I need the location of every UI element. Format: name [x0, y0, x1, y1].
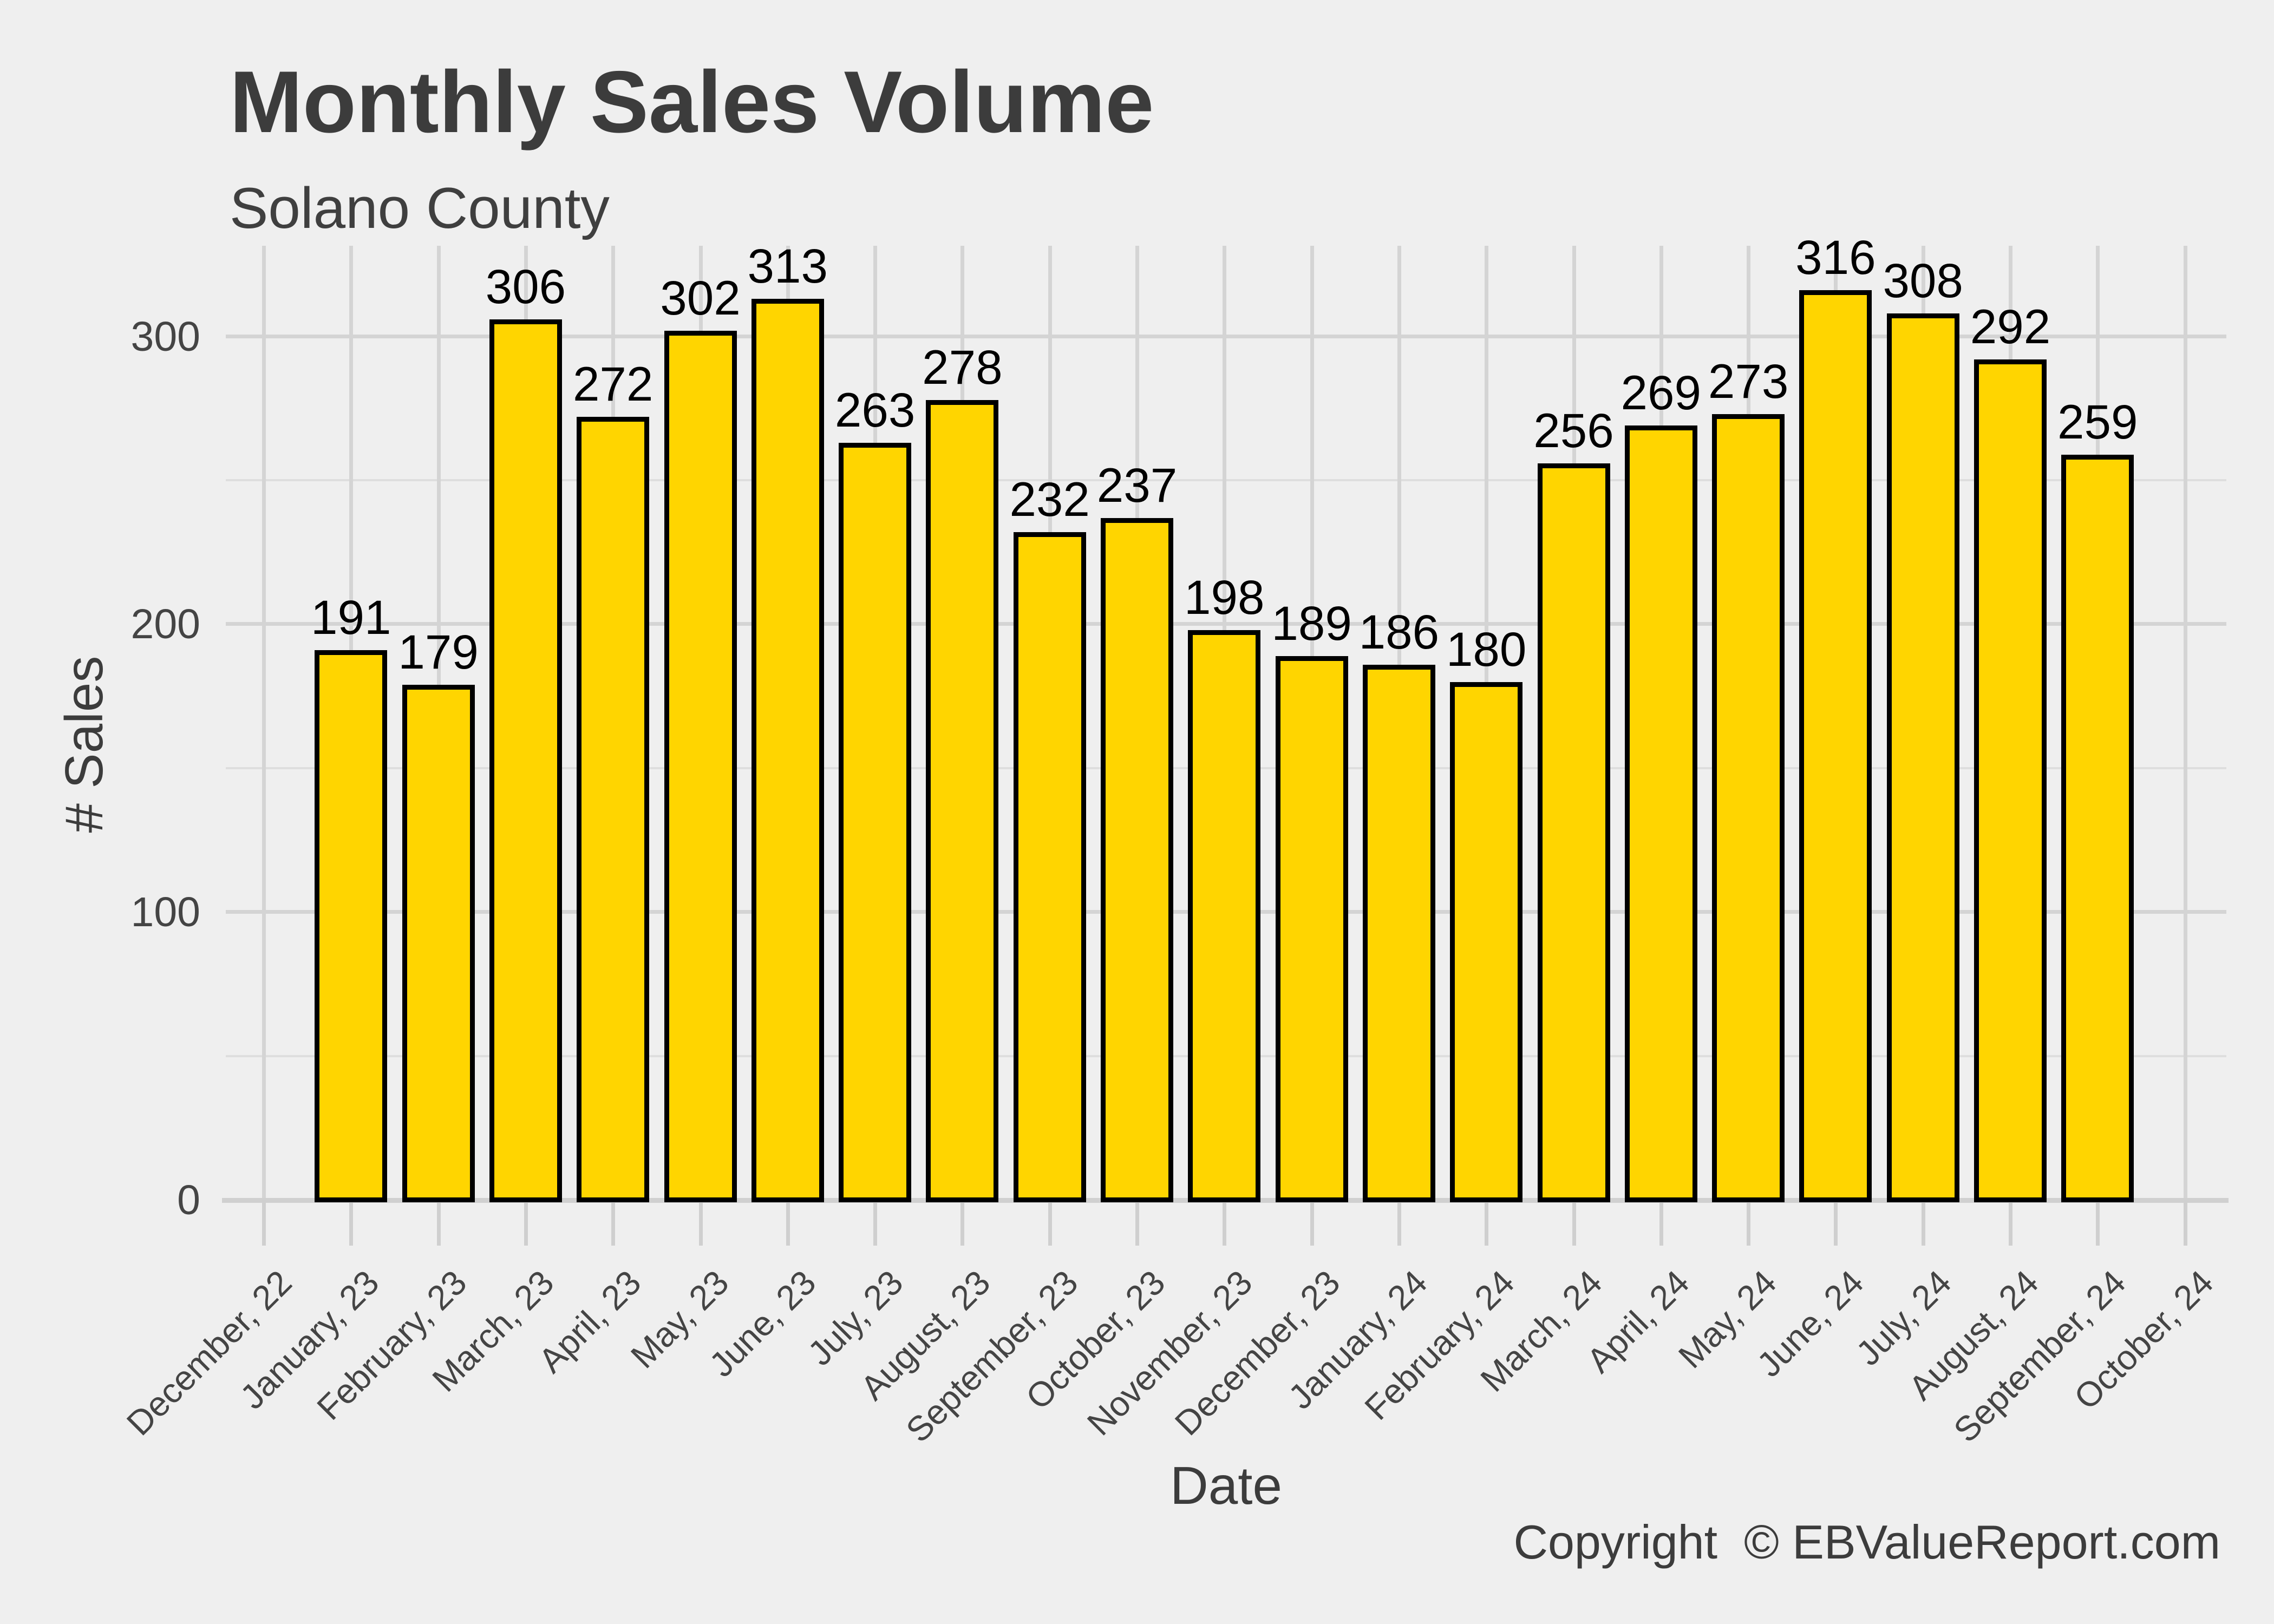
- x-tick: [349, 1200, 354, 1246]
- footer-credit: Copyright © EBValueReport.com: [1513, 1515, 2220, 1569]
- bar-value-label: 256: [1533, 403, 1614, 457]
- x-tick: [1572, 1200, 1576, 1246]
- bar: [402, 685, 475, 1202]
- chart-subtitle: Solano County: [230, 175, 610, 240]
- bar: [1362, 665, 1435, 1202]
- bar: [1974, 359, 2047, 1202]
- x-tick: [262, 1200, 266, 1246]
- plot-panel: 191 179 306 272 302 313 263 278 232 237 198 189 186 1…: [226, 233, 2226, 1202]
- bar: [926, 400, 999, 1202]
- x-tick: [524, 1200, 528, 1246]
- bar-value-label: 272: [572, 357, 654, 411]
- bar-value-label: 191: [311, 590, 391, 644]
- bar: [489, 319, 562, 1202]
- bar-value-label: 269: [1620, 365, 1702, 420]
- x-axis-title: Date: [1169, 1456, 1282, 1515]
- bar: [1712, 414, 1785, 1202]
- bar-value-label: 263: [834, 383, 916, 437]
- y-tick-label: 0: [177, 1177, 200, 1223]
- bar-value-label: 292: [1970, 299, 2051, 353]
- x-tick: [2183, 1200, 2187, 1246]
- y-tick-label: 200: [130, 601, 200, 648]
- bar-value-label: 237: [1096, 458, 1178, 512]
- bar-value-label: 313: [747, 239, 828, 293]
- bar: [1886, 313, 1959, 1202]
- x-tick: [436, 1200, 441, 1246]
- y-tick-label: 100: [130, 889, 200, 936]
- bar: [1013, 532, 1086, 1202]
- y-axis-title: # Sales: [54, 656, 114, 833]
- bar-value-label: 278: [922, 340, 1003, 394]
- y-tick-label: 300: [130, 313, 200, 360]
- x-tick: [960, 1200, 965, 1246]
- x-tick: [1223, 1200, 1227, 1246]
- bar-value-label: 180: [1446, 622, 1527, 676]
- bar: [1188, 630, 1261, 1202]
- x-tick: [698, 1200, 703, 1246]
- bar-value-label: 198: [1184, 570, 1265, 624]
- bar-value-label: 259: [2057, 395, 2138, 449]
- bar: [315, 650, 388, 1202]
- bar-value-label: 273: [1708, 354, 1789, 408]
- bar: [1101, 518, 1173, 1202]
- bar-value-label: 186: [1358, 605, 1440, 659]
- bar: [751, 299, 824, 1202]
- bar-value-label: 316: [1795, 230, 1876, 284]
- bar: [664, 331, 737, 1202]
- bar: [1799, 290, 1872, 1202]
- bar-value-label: 179: [398, 625, 479, 679]
- bar: [1275, 656, 1348, 1202]
- x-tick: [1659, 1200, 1663, 1246]
- bar-value-label: 189: [1271, 596, 1352, 650]
- bar: [1537, 463, 1610, 1202]
- bar-value-label: 232: [1009, 472, 1090, 526]
- x-tick: [1135, 1200, 1139, 1246]
- bar: [1624, 425, 1697, 1202]
- x-tick: [1397, 1200, 1401, 1246]
- x-tick: [1834, 1200, 1838, 1246]
- x-tick: [1048, 1200, 1052, 1246]
- bar: [577, 417, 650, 1202]
- bar-value-label: 302: [660, 271, 741, 325]
- gridline-x: [262, 246, 266, 1200]
- x-tick: [2096, 1200, 2100, 1246]
- x-tick: [1747, 1200, 1751, 1246]
- x-tick: [1310, 1200, 1314, 1246]
- x-tick: [1921, 1200, 1925, 1246]
- bar: [1450, 682, 1523, 1202]
- bar-value-label: 306: [485, 259, 566, 313]
- bar: [839, 443, 912, 1202]
- x-tick: [2009, 1200, 2012, 1246]
- x-tick: [873, 1200, 878, 1246]
- gridline-x: [2183, 246, 2187, 1200]
- x-tick: [1485, 1200, 1489, 1246]
- x-tick: [611, 1200, 616, 1246]
- bar: [2061, 455, 2134, 1202]
- x-tick: [786, 1200, 790, 1246]
- chart-title: Monthly Sales Volume: [230, 53, 1154, 151]
- bar-value-label: 308: [1883, 253, 1963, 307]
